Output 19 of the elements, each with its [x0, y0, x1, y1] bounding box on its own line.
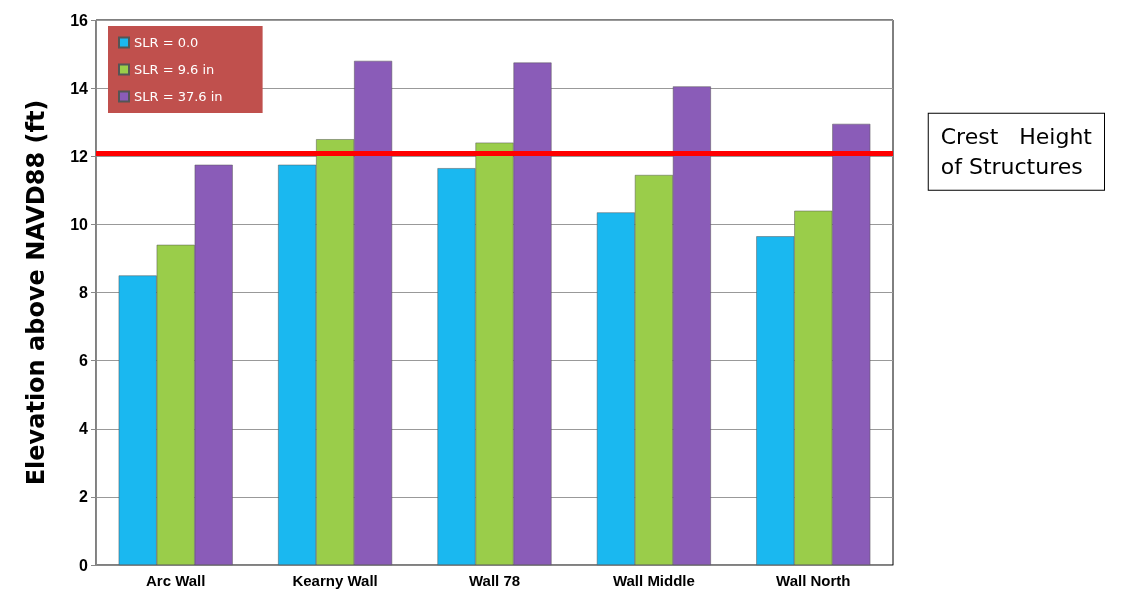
- y-tick-label: 10: [70, 215, 89, 233]
- y-tick-label: 14: [70, 79, 89, 97]
- legend-label: SLR = 9.6 in: [134, 62, 215, 77]
- x-tick-label: Wall 78: [468, 572, 521, 589]
- y-tick-label: 12: [70, 147, 89, 165]
- x-tick-label: Arc Wall: [145, 572, 206, 589]
- y-tick-label: 4: [79, 420, 89, 438]
- y-tick-label: 2: [79, 488, 89, 506]
- y-tick-label: 6: [79, 352, 89, 370]
- legend-label: SLR = 37.6 in: [134, 89, 223, 104]
- y-tick-label: 8: [79, 284, 89, 301]
- legend-label: SLR = 0.0: [134, 35, 199, 50]
- ref-line-label: Crest Height of Structures: [940, 124, 1093, 180]
- y-axis-title: Elevation above NAVD88 (ft): [22, 99, 50, 486]
- x-tick-label: Kearny Wall: [292, 572, 378, 589]
- x-tick-label: Wall North: [776, 572, 851, 589]
- x-tick-label: Wall Middle: [612, 572, 695, 589]
- y-tick-label: 16: [70, 11, 89, 29]
- y-tick-label: 0: [79, 556, 89, 574]
